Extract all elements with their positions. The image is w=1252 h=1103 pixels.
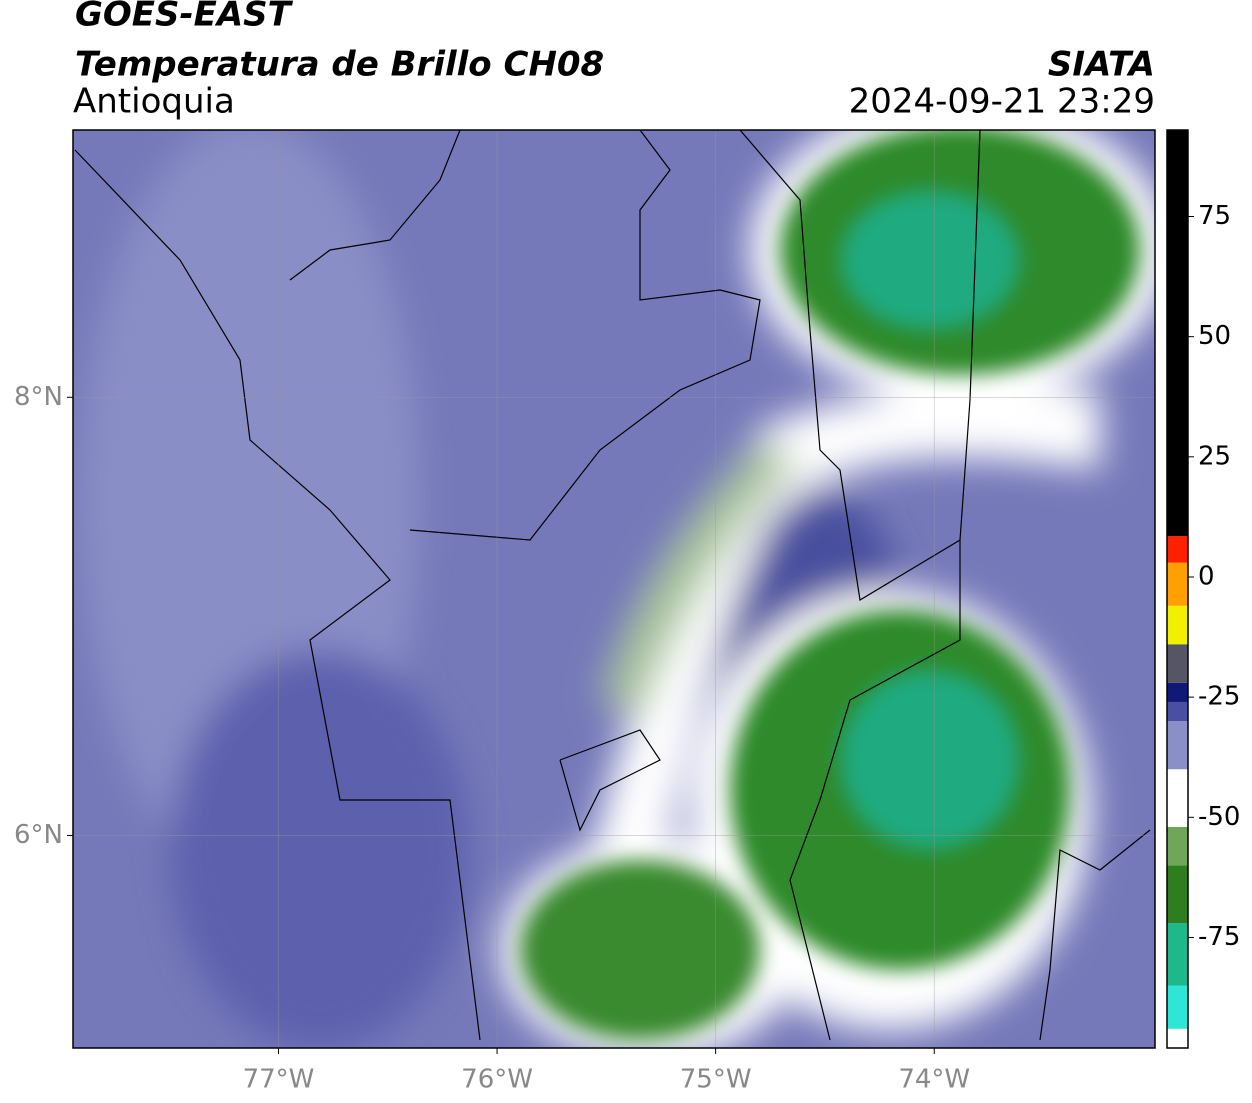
x-tick-label: 77°W xyxy=(243,1065,315,1095)
colorbar-tick-label: 0 xyxy=(1198,561,1215,591)
colorbar-segment xyxy=(1167,865,1188,924)
datetime: 2024-09-21 23:29 xyxy=(849,82,1155,122)
y-tick-label: 6°N xyxy=(14,820,63,850)
y-tick-label: 8°N xyxy=(14,382,63,412)
colorbar-tick-label: -75 xyxy=(1198,922,1240,952)
colorbar-segment xyxy=(1167,721,1188,770)
colorbar-segment xyxy=(1167,826,1188,866)
colorbar-segment xyxy=(1167,682,1188,702)
region: Antioquia xyxy=(73,82,235,122)
map-frame xyxy=(72,129,1156,1049)
colorbar-segment xyxy=(1167,701,1188,722)
subtitle: Temperatura de Brillo CH08 xyxy=(75,45,604,85)
colorbar-segment xyxy=(1167,923,1188,986)
x-tick-label: 75°W xyxy=(680,1065,752,1095)
colorbar-segment xyxy=(1167,605,1188,645)
x-tick-label: 74°W xyxy=(898,1065,970,1095)
colorbar-tick-label: 25 xyxy=(1198,441,1231,471)
colorbar-frame xyxy=(1166,129,1189,1049)
colorbar-segment xyxy=(1167,130,1188,537)
colorbar-tick-label: 75 xyxy=(1198,201,1231,231)
title: GOES-EAST xyxy=(75,0,294,35)
source: SIATA xyxy=(1048,45,1155,85)
colorbar-tick-label: -25 xyxy=(1198,682,1240,712)
colorbar-segment xyxy=(1167,769,1188,827)
colorbar-segment xyxy=(1167,1028,1188,1048)
colorbar-segment xyxy=(1167,562,1188,606)
colorbar-segment xyxy=(1167,644,1188,683)
colorbar-segment xyxy=(1167,536,1188,563)
colorbar-tick-label: 50 xyxy=(1198,321,1231,351)
x-tick-label: 76°W xyxy=(461,1065,533,1095)
colorbar-segment xyxy=(1167,985,1188,1029)
imagery xyxy=(73,130,1155,1048)
colorbar-tick-label: -50 xyxy=(1198,802,1240,832)
